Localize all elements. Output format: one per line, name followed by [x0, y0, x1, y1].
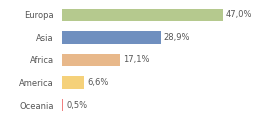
Text: 47,0%: 47,0%	[226, 10, 252, 19]
Text: 6,6%: 6,6%	[87, 78, 108, 87]
Bar	[62, 9, 223, 21]
Bar	[62, 99, 63, 111]
Text: 28,9%: 28,9%	[164, 33, 190, 42]
Bar	[62, 76, 84, 89]
Bar	[62, 54, 120, 66]
Text: 17,1%: 17,1%	[123, 55, 150, 64]
Bar	[62, 31, 161, 44]
Text: 0,5%: 0,5%	[66, 101, 87, 110]
